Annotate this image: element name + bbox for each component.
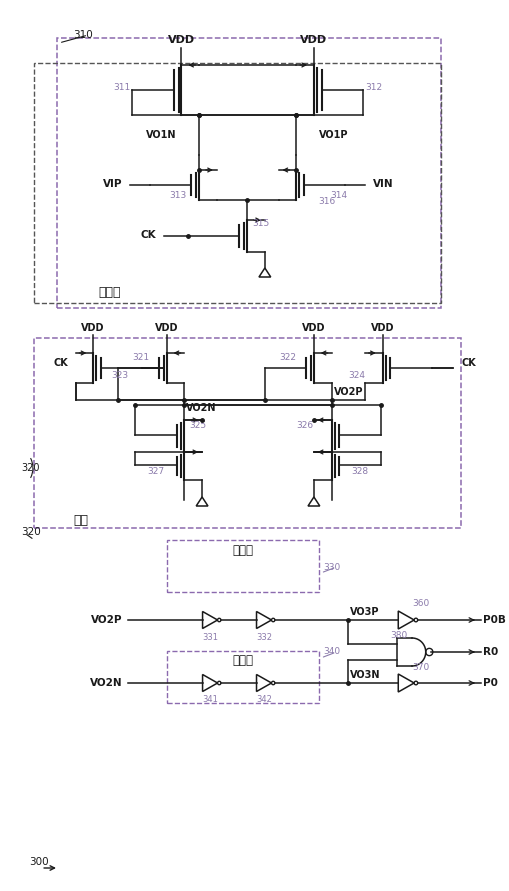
Text: R0: R0: [483, 647, 498, 657]
Text: 360: 360: [412, 600, 429, 609]
Text: 341: 341: [202, 696, 218, 705]
Text: 332: 332: [256, 633, 272, 642]
Text: VO2N: VO2N: [90, 678, 123, 688]
Text: VO2N: VO2N: [186, 403, 217, 413]
Text: 380: 380: [390, 631, 408, 640]
Text: 327: 327: [148, 467, 165, 476]
Text: 闸锁: 闸锁: [74, 513, 89, 527]
Text: VO2P: VO2P: [333, 387, 363, 397]
Text: 缓冲器: 缓冲器: [232, 544, 253, 557]
Text: 321: 321: [132, 353, 149, 362]
Text: 310: 310: [74, 30, 93, 40]
Text: VO3P: VO3P: [350, 607, 380, 617]
Text: 370: 370: [412, 663, 429, 672]
Text: VO1P: VO1P: [319, 130, 348, 140]
Text: VO1N: VO1N: [146, 130, 177, 140]
Text: VIP: VIP: [103, 179, 123, 189]
Text: 330: 330: [324, 562, 341, 571]
Text: 320: 320: [21, 463, 40, 473]
Text: 缓冲器: 缓冲器: [232, 655, 253, 667]
Text: 314: 314: [330, 191, 348, 200]
Text: 325: 325: [189, 421, 207, 430]
Text: 340: 340: [324, 648, 341, 657]
Text: VDD: VDD: [300, 35, 327, 45]
Text: 312: 312: [365, 84, 382, 93]
Text: CK: CK: [461, 358, 476, 368]
Text: VDD: VDD: [81, 323, 105, 333]
Text: VDD: VDD: [371, 323, 394, 333]
Text: 320: 320: [21, 527, 41, 537]
Text: 313: 313: [169, 191, 187, 200]
Text: 315: 315: [252, 219, 269, 228]
Text: VIN: VIN: [373, 179, 393, 189]
Text: VO2P: VO2P: [91, 615, 123, 625]
Text: 311: 311: [113, 84, 130, 93]
Text: 328: 328: [351, 467, 369, 476]
Text: VDD: VDD: [302, 323, 326, 333]
Text: VDD: VDD: [168, 35, 195, 45]
Text: 300: 300: [30, 857, 49, 867]
Text: 326: 326: [297, 421, 314, 430]
Text: 放大器: 放大器: [98, 285, 121, 298]
Text: P0: P0: [483, 678, 497, 688]
Text: 331: 331: [202, 633, 218, 642]
Text: P0B: P0B: [483, 615, 505, 625]
Text: CK: CK: [140, 230, 156, 240]
Text: CK: CK: [54, 358, 69, 368]
Text: 342: 342: [256, 696, 272, 705]
Text: 316: 316: [318, 198, 335, 207]
Text: 322: 322: [279, 353, 296, 362]
Text: 324: 324: [348, 371, 365, 380]
Text: VDD: VDD: [155, 323, 179, 333]
Text: 323: 323: [111, 371, 128, 380]
Text: VO3N: VO3N: [350, 670, 381, 680]
